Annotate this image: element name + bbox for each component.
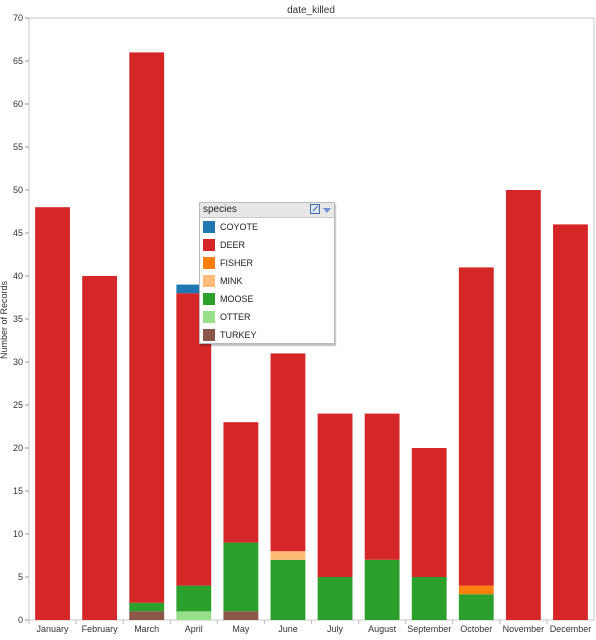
y-tick-label: 65	[13, 56, 23, 66]
legend-label: COYOTE	[220, 222, 259, 232]
bar-deer	[411, 448, 447, 577]
x-tick-label: April	[185, 624, 203, 634]
bar-moose	[129, 602, 165, 612]
bar-deer	[129, 52, 165, 603]
y-tick-label: 60	[13, 99, 23, 109]
bar-fisher	[458, 585, 494, 595]
legend-swatch	[203, 257, 215, 269]
y-tick-label: 35	[13, 314, 23, 324]
legend-item[interactable]: FISHER	[200, 254, 334, 272]
legend-swatch	[203, 239, 215, 251]
bar-deer	[82, 276, 118, 620]
x-tick-label: January	[37, 624, 70, 634]
bar-turkey	[223, 611, 259, 620]
bar-moose	[223, 542, 259, 612]
x-tick-label: November	[503, 624, 545, 634]
y-tick-label: 5	[18, 572, 23, 582]
species-legend[interactable]: species COYOTE DEER FISHER MINK MOOSE OTTER TU…	[199, 202, 335, 344]
x-tick-label: December	[550, 624, 592, 634]
legend-swatch	[203, 275, 215, 287]
y-tick-label: 50	[13, 185, 23, 195]
y-tick-label: 40	[13, 271, 23, 281]
legend-title: species	[203, 204, 237, 215]
bar-deer	[270, 353, 306, 552]
legend-swatch	[203, 311, 215, 323]
bar-deer	[317, 413, 353, 577]
legend-item[interactable]: DEER	[200, 236, 334, 254]
x-tick-label: September	[407, 624, 451, 634]
legend-swatch	[203, 221, 215, 233]
x-tick-label: June	[278, 624, 298, 634]
legend-item[interactable]: MINK	[200, 272, 334, 290]
x-tick-label: February	[82, 624, 119, 634]
legend-label: MOOSE	[220, 294, 254, 304]
legend-label: MINK	[220, 276, 243, 286]
x-tick-label: March	[134, 624, 159, 634]
x-tick-label: May	[232, 624, 250, 634]
legend-item[interactable]: OTTER	[200, 308, 334, 326]
x-tick-label: October	[460, 624, 492, 634]
bar-deer	[223, 422, 259, 543]
x-tick-label: August	[368, 624, 397, 634]
bar-moose	[458, 594, 494, 620]
y-tick-label: 55	[13, 142, 23, 152]
bar-deer	[35, 207, 70, 620]
y-axis-label: Number of Records	[0, 280, 9, 359]
bar-otter	[176, 611, 212, 620]
highlight-icon[interactable]	[310, 204, 320, 214]
x-tick-label: July	[327, 624, 344, 634]
legend-label: DEER	[220, 240, 246, 250]
y-tick-label: 20	[13, 443, 23, 453]
bar-moose	[176, 585, 212, 612]
bar-mink	[270, 551, 306, 560]
y-tick-label: 30	[13, 357, 23, 367]
chart-title: date_killed	[287, 5, 335, 16]
bar-deer	[553, 224, 588, 620]
legend-swatch	[203, 329, 215, 341]
bar-moose	[270, 559, 306, 620]
bar-moose	[411, 577, 447, 620]
legend-item[interactable]: MOOSE	[200, 290, 334, 308]
bar-deer	[364, 413, 400, 560]
bar-turkey	[129, 611, 165, 620]
legend-swatch	[203, 293, 215, 305]
legend-label: FISHER	[220, 258, 254, 268]
plot-area: 0 5 10 15 20 25 30 35 40 45 50 55 60 65 70 January Febru…	[13, 13, 595, 634]
y-tick-label: 25	[13, 400, 23, 410]
legend-label: TURKEY	[220, 330, 257, 340]
bar-moose	[364, 559, 400, 620]
bar-deer	[458, 267, 494, 586]
dropdown-arrow-icon[interactable]	[323, 208, 331, 213]
y-tick-label: 0	[18, 615, 23, 625]
legend-items: COYOTE DEER FISHER MINK MOOSE OTTER TURKEY	[200, 218, 334, 344]
bar-deer	[505, 190, 541, 620]
y-tick-label: 15	[13, 486, 23, 496]
bar-coyote	[176, 284, 212, 294]
y-tick-label: 70	[13, 13, 23, 23]
legend-item[interactable]: TURKEY	[200, 326, 334, 344]
legend-item[interactable]: COYOTE	[200, 218, 334, 236]
bar-moose	[317, 577, 353, 620]
legend-header: species	[200, 203, 334, 218]
y-tick-label: 10	[13, 529, 23, 539]
y-tick-label: 45	[13, 228, 23, 238]
legend-label: OTTER	[220, 312, 251, 322]
